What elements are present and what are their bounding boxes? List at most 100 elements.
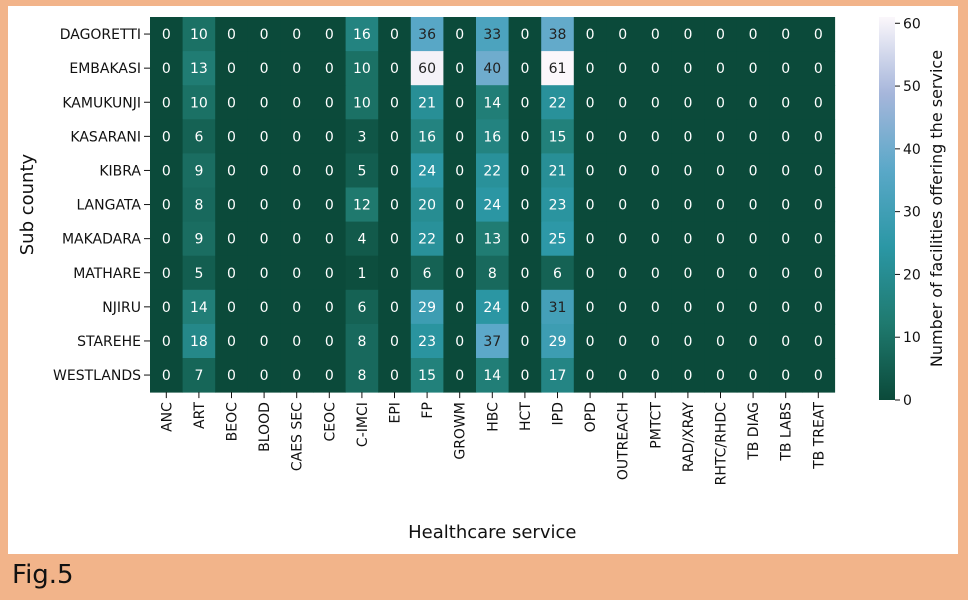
cell-value-label: 0 bbox=[586, 129, 595, 145]
heatmap-cell bbox=[508, 255, 542, 291]
heatmap-cell bbox=[182, 187, 216, 223]
heatmap-cell bbox=[606, 221, 640, 257]
cell-value-label: 0 bbox=[683, 300, 692, 316]
heatmap-cell bbox=[541, 221, 575, 257]
cell-value-label: 0 bbox=[227, 198, 236, 214]
heatmap-cell bbox=[410, 153, 444, 188]
heatmap-cell bbox=[280, 255, 314, 291]
cell-value-label: 15 bbox=[549, 129, 567, 145]
heatmap-cell bbox=[671, 51, 705, 86]
heatmap-cell bbox=[150, 358, 184, 393]
cell-value-label: 0 bbox=[781, 95, 790, 111]
cell-value-label: 4 bbox=[357, 232, 366, 248]
heatmap-cell bbox=[704, 221, 738, 257]
heatmap-cell bbox=[410, 289, 444, 325]
column-tick-label: CAES SEC bbox=[290, 402, 306, 471]
cell-value-label: 0 bbox=[618, 95, 627, 111]
heatmap-cell bbox=[215, 255, 249, 291]
cell-value-label: 18 bbox=[190, 334, 208, 350]
heatmap-cell bbox=[508, 187, 542, 223]
heatmap-cell bbox=[215, 85, 249, 120]
heatmap-cell bbox=[378, 153, 412, 188]
cell-value-label: 0 bbox=[520, 334, 529, 350]
cell-value-label: 6 bbox=[194, 129, 203, 145]
heatmap-cell bbox=[443, 358, 477, 393]
column-tick-label: TB TREAT bbox=[811, 402, 827, 470]
cell-value-label: 0 bbox=[227, 334, 236, 350]
cell-value-label: 0 bbox=[618, 163, 627, 179]
cell-value-label: 0 bbox=[651, 300, 660, 316]
heatmap-cell bbox=[606, 153, 640, 188]
heatmap-cell bbox=[802, 17, 836, 52]
heatmap-cell bbox=[769, 221, 803, 257]
heatmap-cell bbox=[802, 119, 836, 154]
cell-value-label: 13 bbox=[483, 232, 501, 248]
cell-value-label: 10 bbox=[190, 95, 208, 111]
heatmap-cell bbox=[313, 221, 347, 257]
cell-value-label: 24 bbox=[418, 163, 436, 179]
cell-value-label: 0 bbox=[683, 232, 692, 248]
cell-value-label: 0 bbox=[814, 95, 823, 111]
heatmap-cell bbox=[671, 358, 705, 393]
heatmap-cell bbox=[313, 17, 347, 52]
heatmap-cell bbox=[769, 17, 803, 52]
heatmap-cell bbox=[280, 323, 314, 359]
heatmap-cell bbox=[606, 289, 640, 325]
heatmap-cell bbox=[639, 51, 673, 86]
heatmap-cell bbox=[736, 221, 770, 257]
column-tick-label: ART bbox=[192, 402, 208, 429]
cell-value-label: 0 bbox=[292, 198, 301, 214]
heatmap-cell bbox=[476, 17, 510, 52]
colorbar-tick-label: 40 bbox=[903, 142, 921, 158]
heatmap-cell bbox=[443, 17, 477, 52]
heatmap-cell bbox=[736, 255, 770, 291]
cell-value-label: 0 bbox=[292, 368, 301, 384]
heatmap-cell bbox=[345, 187, 379, 223]
x-axis-label: Healthcare service bbox=[408, 522, 576, 543]
cell-value-label: 12 bbox=[353, 198, 371, 214]
cell-value-label: 0 bbox=[781, 266, 790, 282]
cell-value-label: 0 bbox=[749, 95, 758, 111]
cell-value-label: 0 bbox=[455, 163, 464, 179]
heatmap-cell bbox=[378, 17, 412, 52]
heatmap-cell bbox=[541, 17, 575, 52]
heatmap-cell bbox=[606, 358, 640, 393]
heatmap-cell bbox=[736, 187, 770, 223]
heatmap-cell bbox=[280, 187, 314, 223]
cell-value-label: 0 bbox=[292, 300, 301, 316]
colorbar-tick-label: 50 bbox=[903, 79, 921, 95]
heatmap-cell bbox=[378, 85, 412, 120]
cell-value-label: 0 bbox=[586, 232, 595, 248]
cell-value-label: 0 bbox=[814, 300, 823, 316]
heatmap-cell bbox=[802, 153, 836, 188]
cell-value-label: 0 bbox=[292, 129, 301, 145]
cell-value-label: 0 bbox=[781, 232, 790, 248]
heatmap-cell bbox=[508, 289, 542, 325]
cell-value-label: 8 bbox=[357, 334, 366, 350]
heatmap-cell bbox=[671, 85, 705, 120]
heatmap-cell bbox=[671, 153, 705, 188]
cell-value-label: 0 bbox=[749, 334, 758, 350]
cell-value-label: 0 bbox=[292, 334, 301, 350]
heatmap-cell bbox=[182, 255, 216, 291]
cell-value-label: 0 bbox=[325, 163, 334, 179]
cell-value-label: 61 bbox=[549, 61, 567, 77]
cell-value-label: 0 bbox=[716, 334, 725, 350]
cell-value-label: 0 bbox=[781, 300, 790, 316]
heatmap-cell bbox=[541, 187, 575, 223]
cell-value-label: 14 bbox=[483, 368, 501, 384]
cell-value-label: 0 bbox=[390, 27, 399, 43]
heatmap-cell bbox=[247, 85, 281, 120]
heatmap-cell bbox=[541, 323, 575, 359]
heatmap-cell bbox=[410, 51, 444, 86]
heatmap-cell bbox=[541, 358, 575, 393]
heatmap-cell bbox=[247, 119, 281, 154]
cell-value-label: 0 bbox=[325, 334, 334, 350]
heatmap-cell bbox=[476, 221, 510, 257]
cell-value-label: 31 bbox=[549, 300, 567, 316]
cell-value-label: 0 bbox=[325, 27, 334, 43]
heatmap-cell bbox=[704, 85, 738, 120]
column-tick-label: OUTREACH bbox=[616, 402, 632, 480]
cell-value-label: 29 bbox=[549, 334, 567, 350]
heatmap-cell bbox=[704, 119, 738, 154]
